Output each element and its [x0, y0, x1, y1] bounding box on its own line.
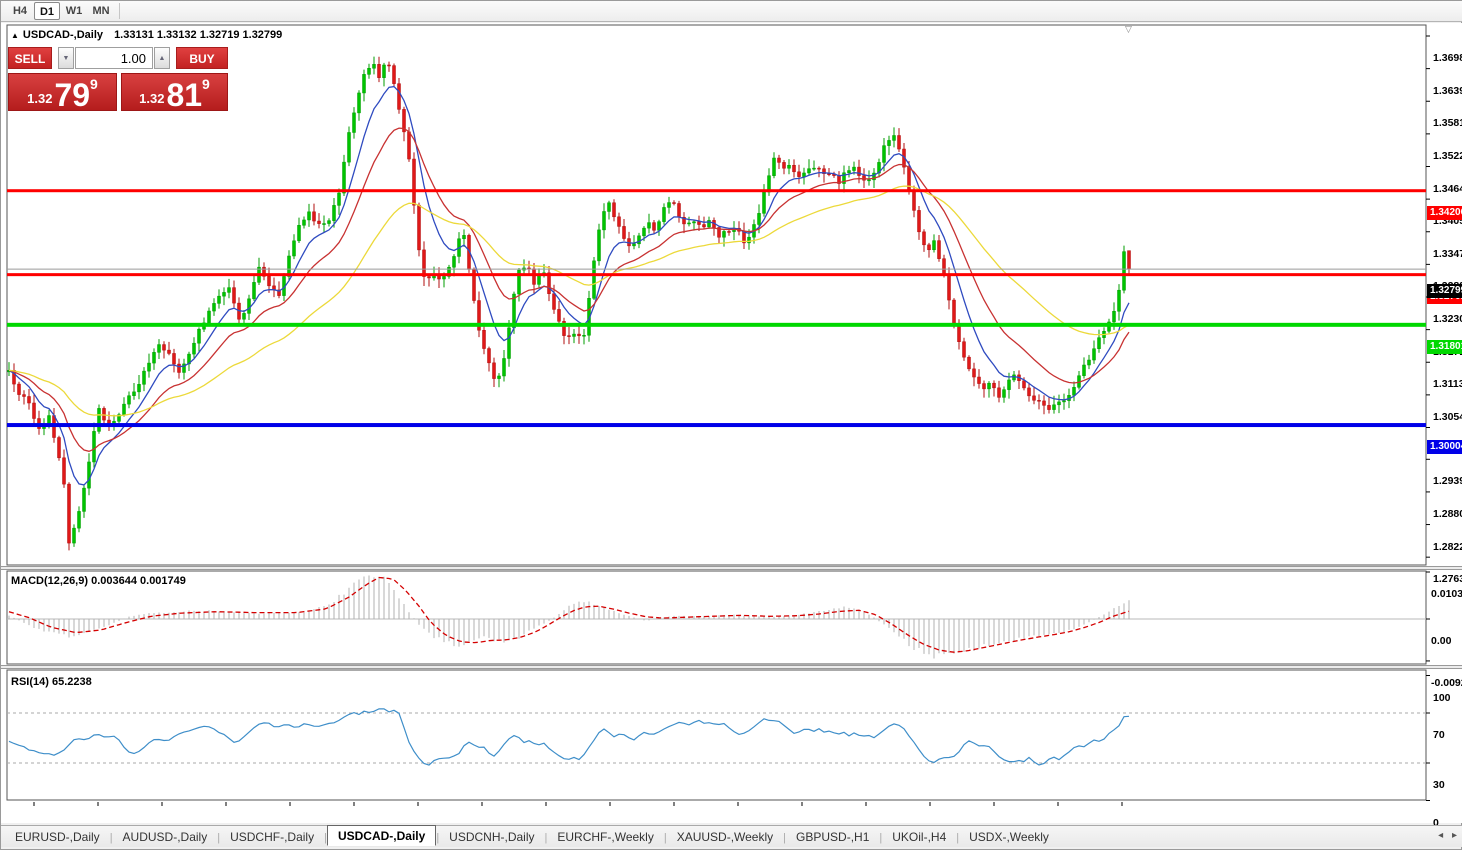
chart-tab-USDX-Weekly[interactable]: USDX-,Weekly	[969, 830, 1049, 844]
rsi-axis-label: 70	[1433, 729, 1445, 741]
sell-quote[interactable]: 1.32 79 9	[8, 73, 117, 111]
volume-decrease-button[interactable]: ▼	[58, 47, 74, 69]
rsi-line	[8, 708, 1130, 766]
chart-tab-EURCHF-Weekly[interactable]: EURCHF-,Weekly	[557, 830, 654, 844]
symbol-ohlc: 1.33131 1.33132 1.32719 1.32799	[114, 29, 283, 41]
price-tick-label: 1.27635	[1433, 573, 1462, 586]
pane-frame-1	[6, 570, 1427, 665]
price-tick-label: 1.32300	[1433, 313, 1462, 325]
sell-price-big: 79	[54, 77, 91, 113]
tab-separator: |	[663, 832, 667, 844]
tab-separator: |	[109, 832, 113, 844]
macd-label: MACD(12,26,9) 0.003644 0.001749	[11, 575, 186, 587]
tab-separator: |	[436, 832, 440, 844]
pane-splitter-1	[1, 665, 1462, 669]
price-tick-label: 1.33470	[1433, 247, 1462, 260]
price-tag: 1.32799	[1427, 284, 1462, 299]
macd-axis-label: 0.010311	[1431, 588, 1462, 600]
chart-tab-UKOil-H4[interactable]: UKOil-,H4	[892, 830, 947, 844]
rsi-label: RSI(14) 65.2238	[11, 676, 92, 688]
rsi-axis-label: 30	[1433, 779, 1445, 791]
timeframe-button-H4[interactable]: H4	[12, 5, 28, 17]
rsi-axis-label: 100	[1433, 691, 1451, 704]
pane-frame-0	[6, 24, 1427, 566]
chart-tab-USDCNH-Daily[interactable]: USDCNH-,Daily	[449, 830, 535, 844]
price-tag: 1.34206	[1427, 205, 1462, 220]
price-tick-label: 1.30545	[1433, 410, 1462, 423]
tab-separator: |	[956, 832, 960, 844]
price-tick-label: 1.35810	[1433, 117, 1462, 130]
chart-shift-marker[interactable]: ▽	[1125, 24, 1132, 34]
ma-line-45	[8, 185, 1130, 417]
chart-tab-bar: EURUSD-,Daily | AUDUSD-,Daily | USDCHF-,Dail…	[1, 825, 1462, 847]
macd-axis-label: -0.00920	[1431, 676, 1462, 689]
price-tag: 1.30004	[1427, 440, 1462, 455]
price-tick-label: 1.31130	[1433, 378, 1462, 391]
chart-tab-GBPUSD-H1[interactable]: GBPUSD-,H1	[796, 830, 870, 844]
h-line-1.32701	[7, 273, 1426, 277]
price-tick-label: 1.34640	[1433, 182, 1462, 195]
buy-price-sup: 9	[202, 76, 210, 92]
tab-separator: |	[879, 832, 883, 844]
sell-price-small: 1.32	[27, 91, 53, 106]
volume-input[interactable]	[75, 47, 153, 69]
sell-price-sup: 9	[90, 76, 98, 92]
chart-tab-EURUSD-Daily[interactable]: EURUSD-,Daily	[15, 830, 100, 844]
pane-frame-2	[6, 669, 1427, 801]
chart-tab-XAUUSD-Weekly[interactable]: XAUUSD-,Weekly	[676, 830, 774, 844]
volume-increase-button[interactable]: ▲	[154, 47, 170, 69]
tab-separator: |	[783, 832, 787, 844]
chart-tab-USDCHF-Daily[interactable]: USDCHF-,Daily	[230, 830, 315, 844]
buy-price-small: 1.32	[139, 91, 165, 106]
timeframe-button-W1[interactable]: W1	[65, 5, 83, 17]
price-tick-label: 1.36980	[1433, 52, 1462, 64]
h-line-1.31801	[7, 322, 1426, 327]
price-tick-label: 1.29390	[1433, 475, 1462, 488]
timeframe-button-D1[interactable]: D1	[34, 2, 60, 20]
timeframe-toolbar: H4 D1 W1 MN	[1, 1, 1462, 22]
tab-scroll-right[interactable]: ▸	[1451, 830, 1457, 841]
chart-window: ▲ USDCAD-,Daily 1.33131 1.33132 1.32719 1…	[1, 23, 1462, 840]
h-line-1.30004	[7, 423, 1426, 428]
rsi-axis-label: 0	[1433, 816, 1439, 829]
price-tick-label: 1.35225	[1433, 149, 1462, 162]
macd-axis-label: 0.00	[1431, 635, 1452, 647]
tab-separator: |	[544, 832, 548, 844]
buy-price-big: 81	[166, 77, 203, 113]
price-tick-label: 1.28805	[1433, 507, 1462, 520]
pane-splitter-0	[1, 566, 1462, 570]
chart-tab-AUDUSD-Daily[interactable]: AUDUSD-,Daily	[122, 830, 208, 844]
sell-button[interactable]: SELL	[8, 47, 52, 69]
chart-tab-USDCAD-Daily[interactable]: USDCAD-,Daily	[326, 825, 437, 846]
symbol-header: ▲ USDCAD-,Daily 1.33131 1.33132 1.32719 1…	[11, 29, 282, 41]
buy-button[interactable]: BUY	[176, 47, 228, 69]
price-tick-label: 1.28220	[1433, 540, 1462, 553]
collapse-icon[interactable]: ▲	[11, 31, 19, 40]
ma-line-8	[8, 85, 1130, 486]
macd-signal-line	[8, 576, 1130, 653]
price-tick-label: 1.36395	[1433, 84, 1462, 97]
tab-scroll-left[interactable]: ◂	[1438, 830, 1444, 841]
timeframe-button-MN[interactable]: MN	[92, 5, 110, 17]
tab-separator: |	[217, 832, 221, 844]
h-line-1.34206	[7, 189, 1426, 193]
chart-canvas[interactable]	[1, 23, 1462, 823]
buy-quote[interactable]: 1.32 81 9	[121, 73, 228, 111]
ma-line-18	[8, 127, 1130, 452]
macd-histogram	[8, 575, 1130, 659]
tab-nav: ◂ ▸	[1432, 830, 1457, 841]
tab-separator: |	[324, 832, 327, 844]
toolbar-separator	[119, 3, 120, 19]
symbol-title: USDCAD-,Daily	[22, 29, 103, 41]
